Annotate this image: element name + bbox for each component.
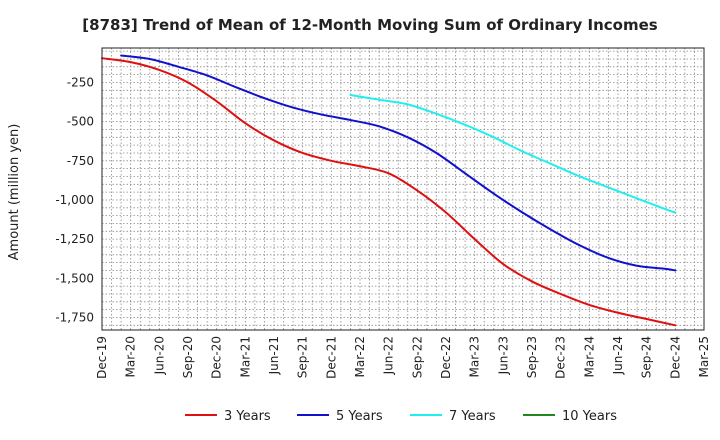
x-tick-label: Dec-22	[439, 336, 453, 379]
plot-frame	[101, 47, 705, 331]
x-tick-label: Mar-25	[697, 336, 711, 377]
y-tick-label: -1,500	[55, 271, 94, 285]
x-tick-label: Mar-23	[468, 336, 482, 377]
x-tick-label: Sep-23	[525, 336, 539, 378]
x-tick-label: Sep-20	[181, 336, 195, 378]
y-tick-label: -1,750	[55, 310, 94, 324]
x-tick-labels: Dec-19 Mar-20 Jun-20 Sep-20 Dec-20 Mar-21 Jun-…	[95, 336, 711, 379]
y-tick-label: -250	[67, 75, 94, 89]
series-lines	[101, 54, 677, 327]
x-tick-label: Dec-20	[210, 336, 224, 379]
x-tick-label: Mar-21	[238, 336, 252, 377]
y-tick-label: -1,000	[55, 193, 94, 207]
x-tick-label: Dec-23	[554, 336, 568, 379]
y-tick-label: -1,250	[55, 232, 94, 246]
series-line-5-years	[120, 54, 677, 272]
legend-label-10-years: 10 Years	[562, 409, 617, 424]
x-tick-label: Sep-22	[410, 336, 424, 378]
x-tick-label: Dec-24	[668, 336, 682, 379]
chart-title: [8783] Trend of Mean of 12-Month Moving …	[82, 16, 657, 34]
series-line-3-years	[101, 57, 677, 327]
y-axis-label: Amount (million yen)	[7, 124, 22, 261]
x-tick-label: Dec-19	[95, 336, 109, 379]
x-tick-label: Mar-22	[353, 336, 367, 377]
x-tick-label: Sep-21	[296, 336, 310, 378]
y-tick-label: -750	[67, 154, 94, 168]
legend-label-5-years: 5 Years	[336, 409, 383, 424]
y-tick-labels: -250 -500 -750 -1,000 -1,250 -1,500 -1,750	[55, 75, 94, 324]
grid-lines	[102, 48, 704, 330]
x-tick-label: Jun-20	[152, 336, 166, 375]
x-tick-label: Jun-23	[496, 336, 510, 375]
x-tick-label: Mar-24	[582, 336, 596, 377]
x-tick-label: Dec-21	[324, 336, 338, 379]
y-tick-label: -500	[67, 115, 94, 129]
legend-label-3-years: 3 Years	[224, 409, 271, 424]
x-tick-label: Jun-22	[382, 336, 396, 375]
legend-label-7-years: 7 Years	[449, 409, 496, 424]
x-tick-label: Jun-21	[267, 336, 281, 375]
x-tick-label: Mar-20	[124, 336, 138, 377]
legend: 3 Years 5 Years 7 Years 10 Years	[185, 409, 617, 424]
series-line-7-years	[349, 94, 677, 214]
x-tick-label: Sep-24	[640, 336, 654, 378]
x-tick-label: Jun-24	[611, 336, 625, 375]
